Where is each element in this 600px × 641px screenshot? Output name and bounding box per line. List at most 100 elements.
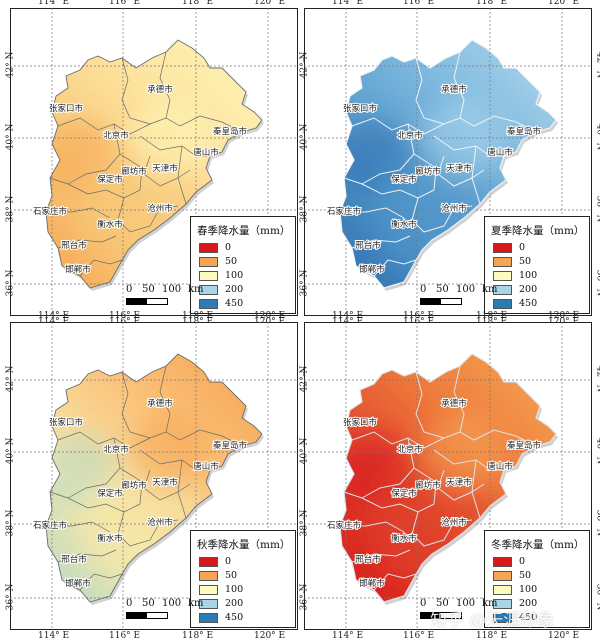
legend-swatch bbox=[199, 571, 218, 581]
legend: 春季降水量（mm） 0 50 100 200 450 bbox=[190, 216, 296, 314]
legend-swatch bbox=[199, 243, 218, 253]
legend-swatch bbox=[199, 271, 218, 281]
longitude-tick-label: 114° E bbox=[38, 311, 70, 321]
scale-label: km bbox=[482, 598, 498, 609]
city-boundary bbox=[57, 235, 117, 249]
city-boundary bbox=[373, 259, 417, 277]
legend-value: 50 bbox=[225, 570, 238, 581]
longitude-tick-label: 120° E bbox=[548, 631, 580, 641]
city-boundary bbox=[117, 197, 179, 233]
city-boundary bbox=[453, 365, 465, 433]
legend-title: 春季降水量（mm） bbox=[197, 225, 291, 237]
city-boundary bbox=[121, 57, 151, 125]
city-label: 石家庄市 bbox=[327, 520, 362, 531]
city-boundary bbox=[149, 115, 243, 133]
city-boundary bbox=[443, 115, 537, 133]
city-boundary bbox=[343, 491, 363, 499]
legend-value: 100 bbox=[225, 270, 244, 281]
legend-swatch bbox=[199, 599, 218, 609]
city-label: 邢台市 bbox=[355, 240, 381, 251]
longitude-tick-label: 114° E bbox=[38, 631, 70, 641]
city-boundary bbox=[57, 431, 151, 449]
city-label: 张家口市 bbox=[49, 103, 84, 114]
city-boundary bbox=[159, 365, 171, 433]
city-label: 张家口市 bbox=[49, 417, 84, 428]
city-boundary bbox=[361, 497, 435, 513]
legend-value: 100 bbox=[225, 584, 244, 595]
map-panel-summer: 承德市 张家口市 北京市 秦皇岛市 唐山市 廊坊市 天津市 保定市 沧州市 石家庄市 衡水市 邢台市邯… bbox=[299, 0, 600, 327]
city-boundary bbox=[119, 153, 143, 191]
legend-value: 450 bbox=[225, 612, 244, 623]
city-boundary bbox=[49, 177, 69, 185]
city-label: 秦皇岛市 bbox=[213, 126, 248, 137]
scale-label: 50 bbox=[436, 598, 449, 609]
legend-value: 450 bbox=[519, 612, 538, 623]
longitude-tick-label: 120° E bbox=[254, 0, 286, 7]
city-label: 邢台市 bbox=[61, 554, 87, 565]
city-label: 廊坊市 bbox=[415, 480, 441, 491]
city-boundary bbox=[443, 429, 537, 447]
province-boundary bbox=[45, 39, 263, 289]
city-label: 邯郸市 bbox=[359, 578, 385, 589]
city-label: 沧州市 bbox=[147, 203, 173, 214]
latitude-tick-label: 42° N bbox=[5, 51, 16, 79]
city-boundary bbox=[117, 511, 179, 547]
city-boundary bbox=[351, 235, 411, 249]
city-boundary bbox=[415, 371, 445, 439]
city-boundary bbox=[79, 573, 123, 591]
latitude-tick-label: 40° N bbox=[299, 123, 310, 151]
city-label: 沧州市 bbox=[441, 203, 467, 214]
watermark: 知乎 @天涯印象 bbox=[430, 611, 555, 631]
city-boundary bbox=[413, 153, 437, 191]
city-label: 承德市 bbox=[147, 84, 173, 95]
province-boundary bbox=[339, 353, 557, 603]
city-boundary bbox=[351, 549, 411, 563]
longitude-tick-label: 114° E bbox=[332, 0, 364, 7]
legend-title: 秋季降水量（mm） bbox=[197, 539, 291, 551]
legend-value: 0 bbox=[519, 556, 526, 567]
city-label: 廊坊市 bbox=[121, 166, 147, 177]
latitude-tick-label: 38° N bbox=[5, 509, 16, 537]
longitude-tick-label: 116° E bbox=[403, 311, 435, 321]
city-boundary bbox=[361, 123, 415, 185]
city-boundary bbox=[351, 431, 445, 449]
latitude-tick-label: 42° N bbox=[5, 365, 16, 393]
city-label: 衡水市 bbox=[97, 219, 123, 230]
latitude-tick-label: 40° N bbox=[594, 123, 600, 151]
city-label: 天津市 bbox=[152, 163, 178, 174]
province-boundary bbox=[45, 353, 263, 603]
scale-label: km bbox=[482, 284, 498, 295]
city-label: 廊坊市 bbox=[415, 166, 441, 177]
city-boundary bbox=[453, 51, 465, 119]
latitude-tick-label: 42° N bbox=[299, 365, 310, 393]
longitude-tick-label: 118° E bbox=[182, 311, 214, 321]
latitude-tick-label: 38° N bbox=[299, 509, 310, 537]
scale-label: 50 bbox=[436, 284, 449, 295]
city-boundary bbox=[49, 491, 69, 499]
legend-swatch bbox=[199, 285, 218, 295]
scale-label: 100 bbox=[162, 598, 182, 609]
scale-segment bbox=[146, 612, 168, 619]
scale-label: km bbox=[188, 284, 204, 295]
city-boundary bbox=[340, 207, 405, 219]
legend-swatch bbox=[493, 585, 512, 595]
legend-title: 冬季降水量（mm） bbox=[491, 539, 585, 551]
latitude-tick-label: 36° N bbox=[5, 583, 16, 611]
longitude-tick-label: 116° E bbox=[403, 0, 435, 7]
city-label: 唐山市 bbox=[487, 461, 513, 472]
legend-value: 200 bbox=[519, 284, 538, 295]
legend-value: 50 bbox=[225, 256, 238, 267]
city-label: 保定市 bbox=[391, 174, 417, 185]
longitude-tick-label: 120° E bbox=[548, 311, 580, 321]
longitude-tick-label: 118° E bbox=[476, 311, 508, 321]
legend-swatch bbox=[493, 257, 512, 267]
city-label: 石家庄市 bbox=[327, 206, 362, 217]
city-label: 天津市 bbox=[446, 477, 472, 488]
city-boundary bbox=[57, 549, 117, 563]
longitude-tick-label: 120° E bbox=[254, 631, 286, 641]
city-label: 秦皇岛市 bbox=[213, 440, 248, 451]
scale-label: 50 bbox=[142, 284, 155, 295]
city-boundary bbox=[361, 437, 415, 499]
legend-swatch bbox=[199, 585, 218, 595]
